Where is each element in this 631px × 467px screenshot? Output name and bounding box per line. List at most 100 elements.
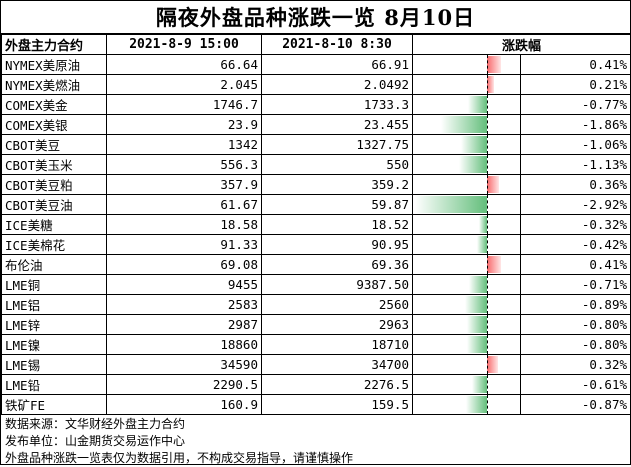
- price-before: 2583: [106, 294, 262, 315]
- change-bar: [487, 256, 501, 273]
- change-bar: [465, 396, 487, 413]
- change-bar: [465, 296, 487, 313]
- change-bar: [460, 136, 487, 153]
- contract-name: LME镍: [1, 334, 107, 355]
- change-bar-cell: [412, 194, 521, 215]
- change-percent: -0.89%: [519, 294, 631, 315]
- price-before: 1746.7: [106, 94, 262, 115]
- price-after: 90.95: [261, 234, 413, 255]
- price-before: 34590: [106, 354, 262, 375]
- table-row: LME镍 18860 18710 -0.80%: [1, 334, 631, 355]
- table-row: LME锡 34590 34700 0.32%: [1, 354, 631, 375]
- header-price-after: 2021-8-10 8:30: [261, 34, 413, 55]
- price-after: 59.87: [261, 194, 413, 215]
- zero-axis: [487, 355, 488, 374]
- contract-name: LME铅: [1, 374, 107, 395]
- price-before: 23.9: [106, 114, 262, 135]
- price-after: 550: [261, 154, 413, 175]
- change-bar: [487, 356, 498, 373]
- price-before: 2.045: [106, 74, 262, 95]
- contract-name: LME锡: [1, 354, 107, 375]
- contract-name: LME锌: [1, 314, 107, 335]
- contract-name: LME铜: [1, 274, 107, 295]
- price-after: 159.5: [261, 394, 413, 415]
- table-row: 铁矿FE 160.9 159.5 -0.87%: [1, 394, 631, 415]
- zero-axis: [487, 95, 488, 114]
- change-percent: 0.41%: [519, 54, 631, 75]
- table-row: CBOT美豆油 61.67 59.87 -2.92%: [1, 194, 631, 215]
- price-after: 2560: [261, 294, 413, 315]
- change-bar-cell: [412, 54, 521, 75]
- change-bar-cell: [412, 334, 521, 355]
- price-after: 18710: [261, 334, 413, 355]
- price-after: 2963: [261, 314, 413, 335]
- change-percent: -1.06%: [519, 134, 631, 155]
- change-percent: -0.80%: [519, 334, 631, 355]
- price-after: 1327.75: [261, 134, 413, 155]
- price-before: 69.08: [106, 254, 262, 275]
- change-bar-cell: [412, 154, 521, 175]
- table-row: LME铅 2290.5 2276.5 -0.61%: [1, 374, 631, 395]
- price-before: 1342: [106, 134, 262, 155]
- table-row: CBOT美豆 1342 1327.75 -1.06%: [1, 134, 631, 155]
- price-after: 359.2: [261, 174, 413, 195]
- price-before: 9455: [106, 274, 262, 295]
- table-row: LME铝 2583 2560 -0.89%: [1, 294, 631, 315]
- table-row: LME锌 2987 2963 -0.80%: [1, 314, 631, 335]
- table-row: COMEX美金 1746.7 1733.3 -0.77%: [1, 94, 631, 115]
- footer-publisher: 发布单位：山金期货交易运作中心: [5, 434, 186, 448]
- price-before: 357.9: [106, 174, 262, 195]
- price-after: 23.455: [261, 114, 413, 135]
- header-price-before: 2021-8-9 15:00: [106, 34, 262, 55]
- change-bar-cell: [412, 294, 521, 315]
- table-header-row: 外盘主力合约 2021-8-9 15:00 2021-8-10 8:30 涨跌幅: [1, 34, 631, 55]
- change-bar-cell: [412, 394, 521, 415]
- change-bar: [468, 96, 487, 113]
- price-before: 91.33: [106, 234, 262, 255]
- change-percent: -0.71%: [519, 274, 631, 295]
- change-bar: [471, 376, 487, 393]
- price-after: 34700: [261, 354, 413, 375]
- zero-axis: [487, 135, 488, 154]
- table-row: ICE美棉花 91.33 90.95 -0.42%: [1, 234, 631, 255]
- header-change: 涨跌幅: [411, 34, 631, 55]
- change-percent: -2.92%: [519, 194, 631, 215]
- table-row: NYMEX美原油 66.64 66.91 0.41%: [1, 54, 631, 75]
- change-percent: -0.42%: [519, 234, 631, 255]
- zero-axis: [487, 115, 488, 134]
- zero-axis: [487, 295, 488, 314]
- change-bar-cell: [412, 114, 521, 135]
- table-row: NYMEX美燃油 2.045 2.0492 0.21%: [1, 74, 631, 95]
- change-bar-cell: [412, 74, 521, 95]
- price-after: 9387.50: [261, 274, 413, 295]
- change-bar-cell: [412, 234, 521, 255]
- price-before: 160.9: [106, 394, 262, 415]
- zero-axis: [487, 55, 488, 74]
- change-bar: [469, 276, 487, 293]
- price-after: 1733.3: [261, 94, 413, 115]
- price-before: 2290.5: [106, 374, 262, 395]
- price-before: 61.67: [106, 194, 262, 215]
- zero-axis: [487, 255, 488, 274]
- change-percent: 0.21%: [519, 74, 631, 95]
- change-bar-cell: [412, 274, 521, 295]
- change-percent: -1.13%: [519, 154, 631, 175]
- change-bar-cell: [412, 314, 521, 335]
- change-bar-cell: [412, 254, 521, 275]
- contract-name: NYMEX美燃油: [1, 74, 107, 95]
- change-percent: -0.77%: [519, 94, 631, 115]
- price-before: 556.3: [106, 154, 262, 175]
- price-before: 18860: [106, 334, 262, 355]
- change-bar-cell: [412, 214, 521, 235]
- zero-axis: [487, 275, 488, 294]
- change-bar: [467, 316, 487, 333]
- change-percent: -0.61%: [519, 374, 631, 395]
- contract-name: ICE美糖: [1, 214, 107, 235]
- table-body: NYMEX美原油 66.64 66.91 0.41% NYMEX美燃油 2.045 2.04…: [1, 54, 631, 415]
- contract-name: CBOT美玉米: [1, 154, 107, 175]
- contract-name: CBOT美豆油: [1, 194, 107, 215]
- zero-axis: [487, 75, 488, 94]
- change-bar-cell: [412, 134, 521, 155]
- change-bar: [479, 216, 487, 233]
